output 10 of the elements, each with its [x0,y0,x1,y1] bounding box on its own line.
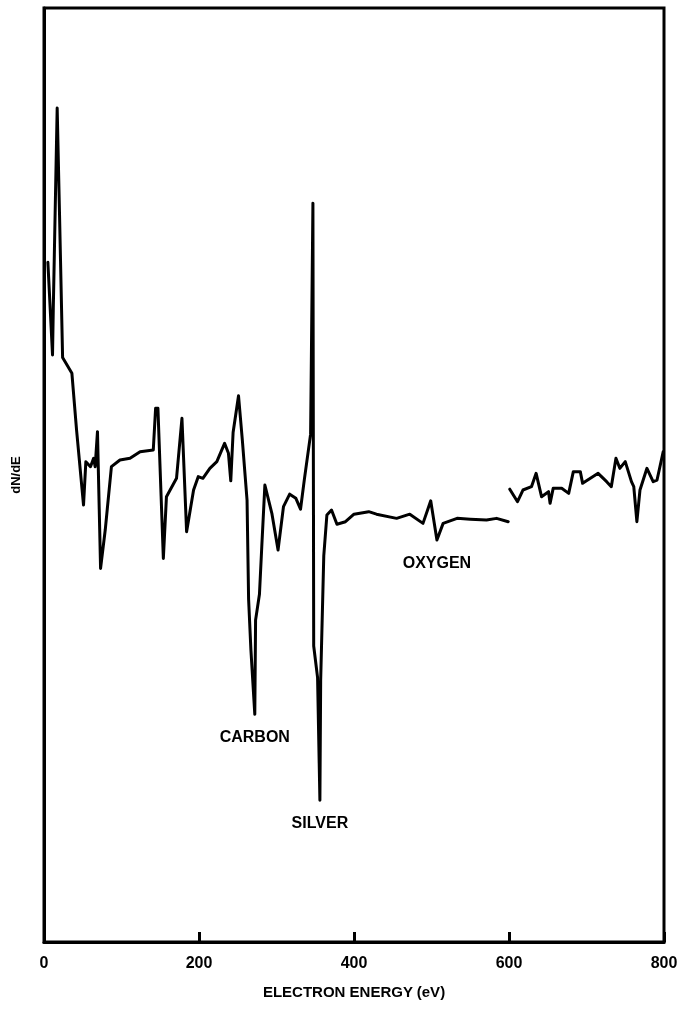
x-axis-title: ELECTRON ENERGY (eV) [262,983,446,1000]
x-tick-label: 600 [495,953,523,971]
annotation: SILVER [291,813,349,831]
x-tick-label: 0 [39,953,49,971]
annotation: OXYGEN [402,553,472,571]
x-tick-label: 400 [340,953,368,971]
y-axis-title: dN/dE [8,455,23,494]
annotation: CARBON [219,727,290,745]
x-tick-label: 800 [650,953,678,971]
x-tick-label: 200 [185,953,213,971]
